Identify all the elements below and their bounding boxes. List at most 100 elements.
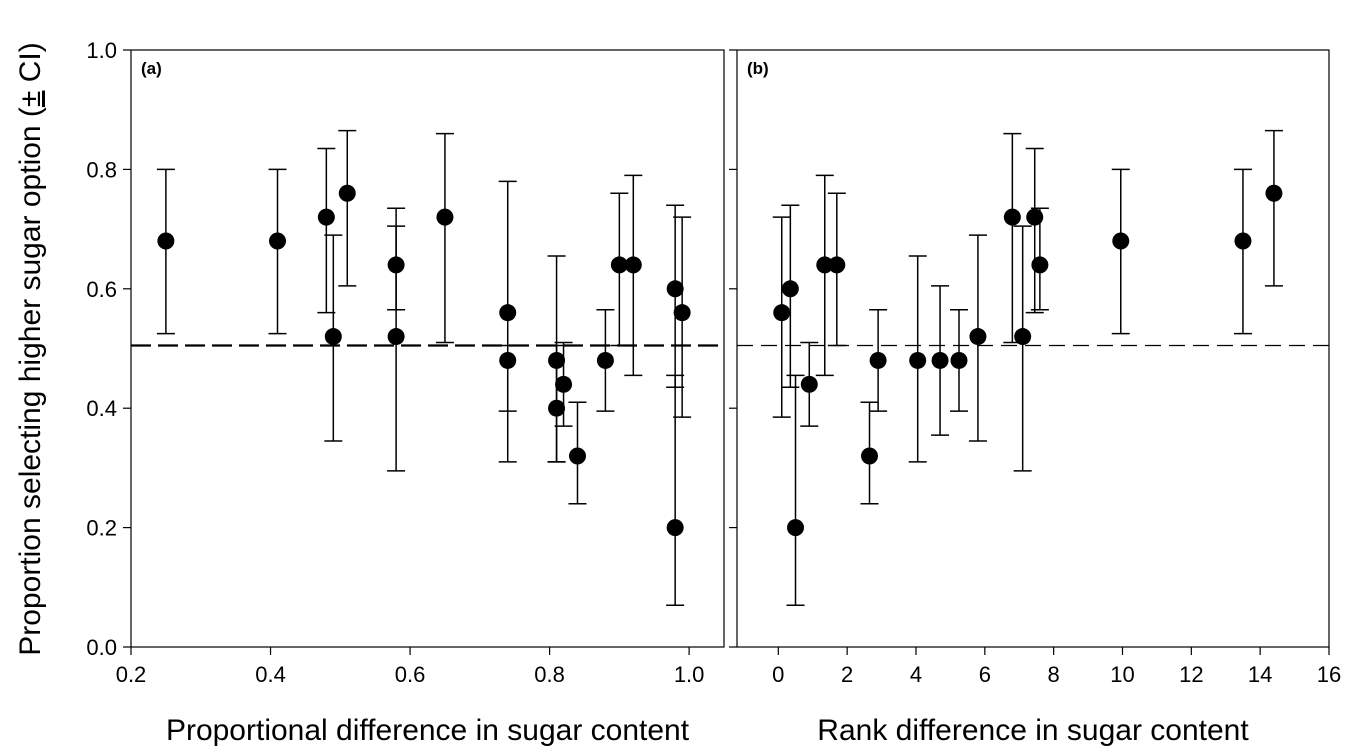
point-marker: [1003, 208, 1021, 226]
data-point: [800, 341, 819, 427]
data-point: [827, 192, 846, 347]
data-point: [568, 401, 587, 505]
plot-frame: [130, 49, 725, 648]
x-tick-label: 0.2: [116, 662, 147, 687]
point-marker: [800, 375, 818, 393]
data-point: [786, 374, 805, 606]
y-tick-label: 0.8: [86, 157, 117, 182]
plot-frame: [736, 49, 1330, 648]
point-marker: [317, 208, 335, 226]
data-point: [1013, 225, 1032, 472]
data-point: [338, 129, 357, 287]
point-marker: [568, 447, 586, 465]
point-marker: [666, 280, 684, 298]
data-point: [950, 308, 968, 412]
panels: 0.00.20.40.60.81.00.2 0.4 0.6 0.8 1.0(a)Prop…: [86, 38, 1341, 747]
data-point: [1025, 147, 1044, 314]
point-marker: [269, 232, 287, 250]
data-point: [815, 174, 834, 377]
data-point: [673, 216, 692, 418]
data-point: [596, 308, 615, 412]
point-marker: [338, 184, 356, 202]
point-marker: [673, 304, 691, 322]
point-marker: [610, 256, 628, 274]
point-marker: [787, 519, 805, 537]
data-point: [268, 168, 287, 335]
data-point: [869, 308, 888, 412]
x-tick-label: 12: [1179, 662, 1203, 687]
point-marker: [1265, 184, 1283, 202]
data-point: [387, 225, 406, 472]
x-tick-label: 0.8: [534, 662, 565, 687]
data-point: [1233, 168, 1252, 335]
panel-b: 0 2 4 6 8 10 12 14 16 (b) Rank difference in sugar…: [729, 49, 1341, 747]
panel-a: 0.00.20.40.60.81.00.2 0.4 0.6 0.8 1.0(a)Prop…: [86, 38, 725, 747]
point-marker: [869, 351, 887, 369]
data-point: [968, 234, 987, 442]
point-marker: [499, 351, 517, 369]
point-marker: [816, 256, 834, 274]
data-point: [156, 168, 175, 335]
point-marker: [1031, 256, 1049, 274]
data-point: [1003, 132, 1022, 344]
y-tick-label: 0.2: [86, 516, 117, 541]
point-marker: [157, 232, 175, 250]
x-tick-label: 10: [1110, 662, 1134, 687]
x-tick-label: 0: [772, 662, 784, 687]
point-marker: [1014, 328, 1032, 346]
panel-label: (b): [747, 59, 769, 78]
y-axis-title: Proportion selecting higher sugar option…: [14, 42, 47, 655]
point-marker: [931, 351, 949, 369]
point-marker: [548, 399, 566, 417]
x-tick-label: 1.0: [674, 662, 705, 687]
point-marker: [1112, 232, 1130, 250]
point-marker: [596, 351, 614, 369]
point-marker: [828, 256, 846, 274]
x-axis-title: Rank difference in sugar content: [817, 714, 1249, 747]
data-point: [1111, 168, 1130, 335]
y-tick-label: 0.4: [86, 396, 117, 421]
point-marker: [387, 328, 405, 346]
data-point: [317, 147, 336, 314]
point-marker: [324, 328, 342, 346]
point-marker: [499, 304, 517, 322]
point-marker: [666, 519, 684, 537]
point-marker: [969, 328, 987, 346]
y-tick-label: 1.0: [86, 38, 117, 63]
panel-label: (a): [141, 59, 162, 78]
data-point: [908, 255, 927, 463]
x-tick-label: 0.6: [395, 662, 426, 687]
y-tick-label: 0.6: [86, 277, 117, 302]
x-tick-label: 0.4: [255, 662, 286, 687]
point-marker: [1026, 208, 1044, 226]
point-marker: [781, 280, 799, 298]
data-point: [324, 234, 343, 442]
data-point: [772, 216, 791, 418]
point-marker: [909, 351, 927, 369]
point-marker: [773, 304, 791, 322]
y-tick-label: 0.0: [86, 635, 117, 660]
x-tick-label: 14: [1248, 662, 1272, 687]
data-point: [931, 285, 950, 436]
point-marker: [950, 351, 968, 369]
data-point: [435, 132, 454, 344]
point-marker: [436, 208, 454, 226]
data-point: [554, 341, 573, 427]
data-point: [624, 174, 643, 377]
point-marker: [1234, 232, 1252, 250]
data-point: [547, 344, 566, 463]
x-tick-label: 4: [910, 662, 922, 687]
point-marker: [624, 256, 642, 274]
x-tick-label: 2: [841, 662, 853, 687]
data-point: [860, 401, 879, 505]
x-axis-title: Proportional difference in sugar content: [166, 714, 690, 747]
data-point: [498, 344, 517, 463]
point-marker: [861, 447, 879, 465]
x-tick-label: 8: [1048, 662, 1060, 687]
x-tick-label: 16: [1317, 662, 1341, 687]
y-axis-title-pm: ±: [14, 91, 47, 107]
data-point: [1030, 207, 1049, 311]
data-point: [1264, 129, 1283, 287]
x-tick-label: 6: [979, 662, 991, 687]
